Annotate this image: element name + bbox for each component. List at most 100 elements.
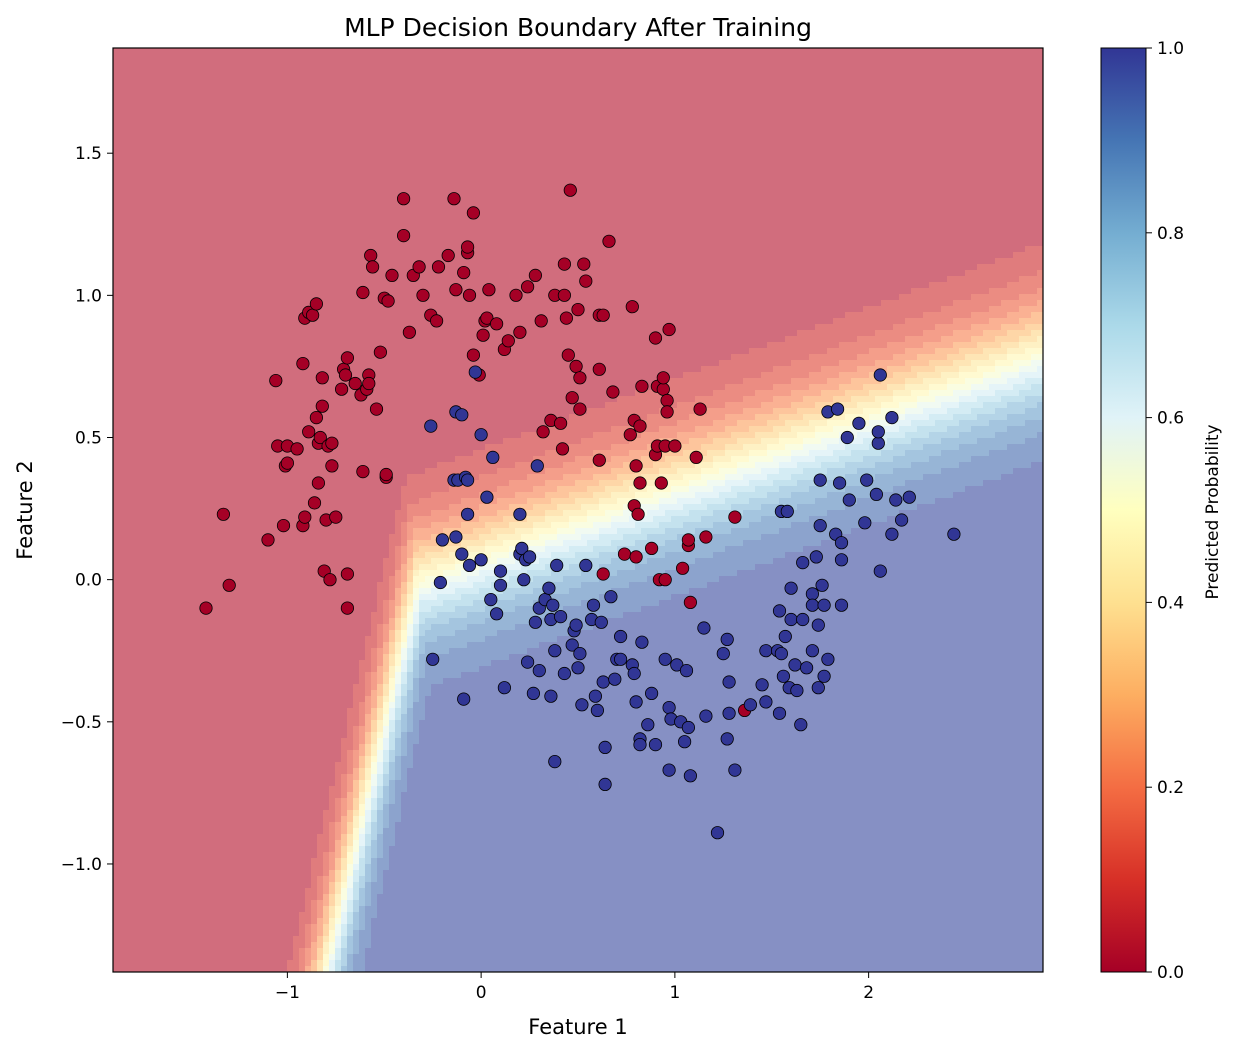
data-point: [681, 533, 696, 547]
data-point: [697, 621, 711, 635]
data-point: [677, 735, 692, 749]
data-point: [509, 288, 523, 302]
data-point: [840, 430, 854, 445]
data-point: [606, 385, 620, 399]
data-point: [431, 260, 446, 274]
series-class-1: [424, 365, 961, 840]
data-point: [644, 686, 659, 701]
data-point: [662, 763, 676, 777]
data-point: [830, 402, 845, 416]
data-point: [526, 686, 541, 701]
data-point: [815, 578, 829, 592]
x-axis-label: Feature 1: [528, 1015, 627, 1039]
data-point: [641, 718, 655, 732]
data-point: [484, 592, 498, 607]
data-point: [441, 248, 455, 263]
data-point: [894, 513, 909, 527]
data-point: [280, 456, 294, 470]
data-point: [557, 288, 572, 302]
data-point: [759, 644, 773, 658]
data-point: [780, 504, 794, 518]
data-point: [805, 644, 820, 658]
data-point: [811, 681, 825, 695]
data-point: [805, 587, 820, 601]
data-point: [575, 698, 589, 712]
data-point: [528, 615, 543, 629]
data-point: [325, 436, 339, 450]
y-tick-label: 0.0: [75, 571, 102, 591]
data-point: [728, 763, 742, 777]
data-point: [794, 718, 808, 732]
data-point: [590, 703, 605, 718]
data-point: [579, 274, 593, 288]
data-point: [743, 698, 758, 712]
data-point: [311, 476, 325, 490]
data-point: [648, 331, 663, 345]
data-point: [269, 373, 283, 388]
data-point: [796, 612, 810, 627]
data-point: [834, 536, 849, 550]
colorbar: 0.0 0.2 0.4 0.6 0.8 1.0 Predicted Probability: [1100, 39, 1223, 983]
data-point: [517, 573, 531, 587]
y-tick-label: −1.0: [61, 855, 102, 875]
data-point: [683, 595, 698, 610]
data-point: [462, 288, 477, 302]
data-point: [486, 450, 500, 464]
data-point: [199, 601, 213, 615]
data-point: [460, 240, 475, 254]
data-point: [323, 573, 337, 587]
data-point: [325, 459, 339, 473]
data-point: [565, 391, 579, 405]
data-point: [530, 459, 544, 473]
data-point: [842, 493, 856, 507]
data-point: [602, 234, 616, 248]
data-point: [493, 578, 508, 592]
data-point: [362, 376, 376, 391]
data-point: [309, 410, 323, 425]
data-point: [633, 737, 647, 752]
data-point: [296, 356, 310, 371]
data-point: [790, 683, 804, 698]
data-point: [334, 382, 349, 396]
data-point: [654, 476, 668, 490]
data-point: [307, 496, 322, 510]
data-point: [340, 351, 354, 365]
data-point: [662, 700, 676, 715]
data-point: [365, 260, 380, 274]
data-point: [871, 425, 885, 439]
data-point: [520, 280, 535, 294]
data-point: [722, 675, 736, 689]
data-point: [759, 695, 773, 709]
data-point: [466, 348, 480, 362]
data-point: [565, 638, 579, 652]
data-point: [679, 663, 694, 678]
data-point: [528, 268, 543, 282]
scatter-points: [199, 183, 961, 840]
data-point: [871, 436, 885, 450]
data-point: [480, 311, 494, 325]
colorbar-tick-label: 0.8: [1157, 224, 1184, 244]
data-point: [455, 547, 469, 561]
data-point: [557, 666, 572, 681]
data-point: [617, 547, 632, 561]
data-point: [658, 652, 672, 666]
data-point: [675, 561, 690, 575]
data-point: [298, 510, 312, 524]
series-class-0: [199, 183, 752, 718]
y-tick-label: −0.5: [61, 713, 102, 733]
data-point: [577, 257, 591, 271]
data-point: [460, 473, 475, 487]
data-point: [784, 581, 798, 595]
x-tick-label: 0: [476, 983, 487, 1003]
data-point: [586, 598, 601, 612]
data-point: [340, 567, 354, 581]
colorbar-tick-label: 0.0: [1157, 963, 1184, 983]
data-point: [555, 442, 570, 456]
data-point: [290, 442, 304, 456]
data-point: [569, 618, 583, 632]
data-point: [379, 467, 393, 482]
y-tick-label: 0.5: [75, 429, 102, 449]
data-point: [608, 672, 622, 686]
data-point: [633, 476, 647, 490]
data-point: [520, 655, 535, 669]
